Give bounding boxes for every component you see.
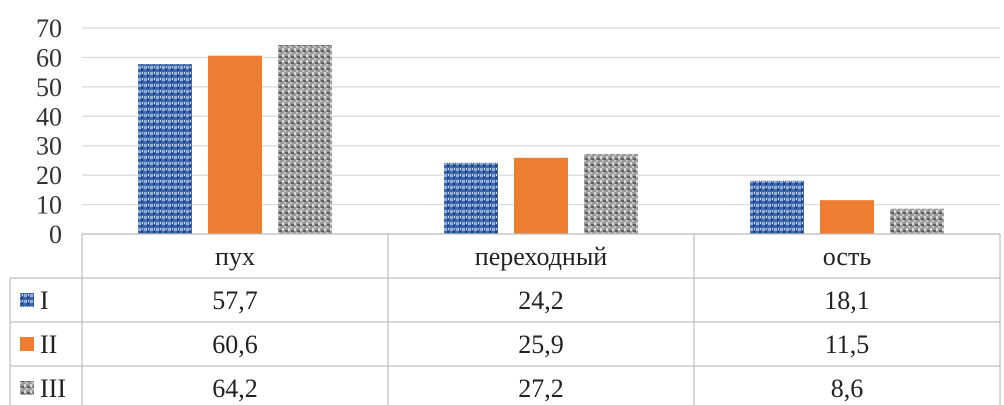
legend-label: I: [40, 286, 49, 315]
data-value-label: 25,9: [518, 330, 564, 359]
bar-II-2: [820, 200, 874, 234]
bar-I-2: [750, 180, 804, 234]
data-value-label: 64,2: [212, 374, 258, 403]
y-tick-label: 40: [36, 102, 62, 131]
y-tick-label: 0: [49, 220, 62, 249]
category-label: пух: [215, 242, 255, 271]
data-table: пух переходный ость I 57,7 24,2 18,1 II 60,6 25,9…: [9, 233, 1001, 405]
legend-key-I: [20, 293, 34, 307]
data-value-label: 60,6: [212, 330, 258, 359]
legend-label: II: [40, 330, 57, 359]
data-value-label: 24,2: [518, 286, 564, 315]
y-tick-label: 30: [36, 132, 62, 161]
bar-I-0: [138, 64, 192, 234]
bar-II-0: [208, 55, 262, 234]
data-value-label: 11,5: [825, 330, 870, 359]
y-tick-label: 70: [36, 14, 62, 43]
legend-key-II: [20, 337, 34, 351]
data-value-label: 18,1: [824, 286, 870, 315]
bars: [138, 45, 944, 234]
data-value-label: 57,7: [212, 286, 258, 315]
bar-I-1: [444, 162, 498, 234]
legend-key-III: [20, 381, 34, 395]
category-label: ость: [823, 242, 872, 271]
y-tick-label: 50: [36, 73, 62, 102]
y-tick-label: 60: [36, 43, 62, 72]
y-tick-label: 20: [36, 161, 62, 190]
legend-label: III: [40, 374, 66, 403]
bar-III-0: [278, 45, 332, 234]
bar-III-1: [584, 153, 638, 234]
data-value-label: 8,6: [831, 374, 864, 403]
y-tick-label: 10: [36, 191, 62, 220]
data-value-label: 27,2: [518, 374, 564, 403]
category-label: переходный: [475, 242, 608, 271]
bar-III-2: [890, 208, 944, 234]
bar-II-1: [514, 157, 568, 234]
